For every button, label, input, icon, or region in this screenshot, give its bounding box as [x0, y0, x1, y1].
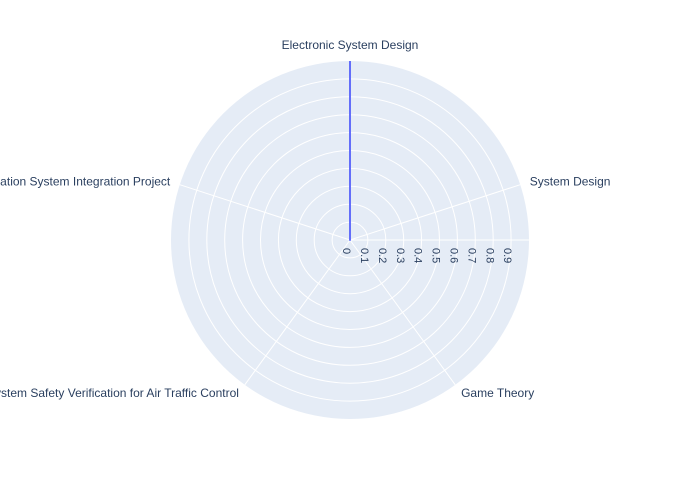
- radial-tick-label: 0.6: [447, 248, 459, 263]
- radial-tick-label: 0.9: [501, 248, 513, 263]
- angular-gridline: [244, 239, 351, 386]
- polar-plot-area: 0 0.1 0.2 0.3 0.4 0.5 0.6 0.7 0.8 0.9 Electronic S…: [0, 38, 610, 419]
- angular-gridline: [179, 184, 351, 241]
- angular-gridline: [349, 184, 521, 241]
- angular-axis-label: Game Theory: [461, 386, 534, 400]
- angular-axis-label: System Safety Verification for Air Traff…: [0, 386, 239, 400]
- angular-axis-label: Electronic System Design: [282, 38, 419, 52]
- radial-tick-label: 0.4: [412, 248, 424, 263]
- angular-axis-label: Information System Integration Project: [0, 175, 171, 189]
- radial-tick-label: 0.8: [483, 248, 495, 263]
- radial-tick-label: 0: [340, 248, 352, 254]
- radial-tick-label: 0.3: [394, 248, 406, 263]
- radial-tick-label: 0.5: [430, 248, 442, 263]
- radial-tick-label: 0.1: [358, 248, 370, 263]
- angular-gridline: [349, 239, 456, 386]
- angular-axis-label: System Design: [530, 175, 611, 189]
- radial-tick-label: 0.7: [465, 248, 477, 263]
- radial-tick-label: 0.2: [376, 248, 388, 263]
